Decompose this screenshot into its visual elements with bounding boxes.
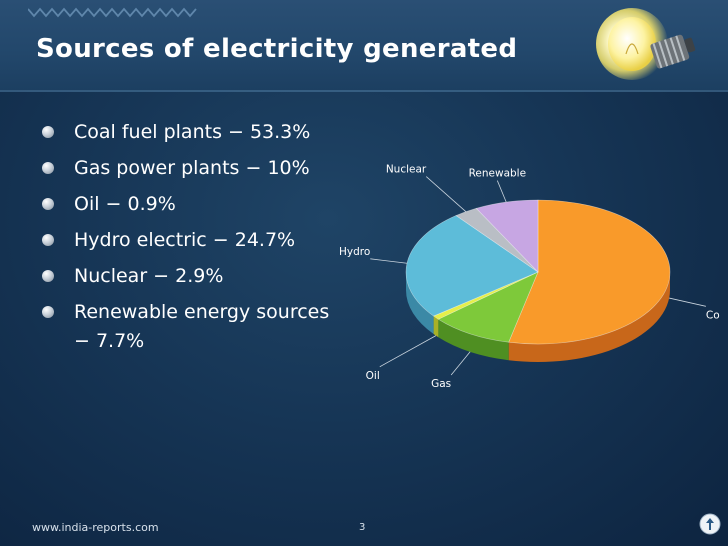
pie-leader-line (379, 335, 437, 368)
pie-slice-side-coal (508, 272, 670, 362)
pie-chart: Coal Gas Oil Hydro Nuclear Renewable (340, 164, 720, 391)
pie-label-gas: Gas (431, 378, 451, 390)
pie-leader-line (496, 180, 507, 203)
pie-slice-side-oil (433, 316, 439, 338)
pie-label-coal: Coal (706, 309, 720, 321)
bullet-text: Hydro electric − 24.7% (74, 229, 296, 251)
pie-slice-renewable (475, 199, 539, 273)
bullet-text: Renewable energy sources − 7.7% (74, 301, 330, 352)
page-number: 3 (359, 522, 366, 533)
bullet-dot-icon (42, 270, 54, 282)
pie-slice-gas (437, 271, 539, 343)
bullet-dot-icon (42, 162, 54, 174)
pie-slice-side-hydro (406, 272, 434, 335)
navigate-up-icon[interactable] (699, 513, 721, 535)
bullet-text: Gas power plants − 10% (74, 157, 310, 179)
pie-label-nuclear: Nuclear (386, 164, 427, 176)
bullet-item: Oil − 0.9% (40, 190, 350, 219)
pie-slice-hydro (405, 215, 539, 317)
bullet-dot-icon (42, 126, 54, 138)
bullet-dot-icon (42, 198, 54, 210)
bullet-text: Coal fuel plants − 53.3% (74, 121, 311, 143)
bullet-item: Renewable energy sources − 7.7% (40, 298, 350, 356)
pie-label-hydro: Hydro (340, 246, 370, 258)
decorative-wave (28, 7, 197, 18)
bullet-item: Hydro electric − 24.7% (40, 226, 350, 255)
footer-url[interactable]: www.india-reports.com (32, 521, 159, 534)
bullet-item: Gas power plants − 10% (40, 154, 350, 183)
light-bulb-icon (596, 8, 696, 80)
bullet-dot-icon (42, 306, 54, 318)
title-divider (0, 90, 728, 92)
pie-label-renewable: Renewable (469, 168, 526, 180)
bullet-text: Nuclear − 2.9% (74, 265, 224, 287)
pie-slice-coal (508, 199, 671, 345)
slide-title: Sources of electricity generated (36, 34, 518, 64)
bullet-list: Coal fuel plants − 53.3% Gas power plant… (40, 118, 350, 363)
pie-leader-line (669, 297, 706, 307)
bullet-dot-icon (42, 234, 54, 246)
pie-leader-line (370, 258, 408, 264)
pie-label-oil: Oil (366, 370, 380, 382)
pie-leader-line (450, 351, 471, 376)
pie-leader-line (425, 176, 467, 212)
bullet-item: Coal fuel plants − 53.3% (40, 118, 350, 147)
pie-slice-side-gas (438, 319, 509, 361)
bullet-item: Nuclear − 2.9% (40, 262, 350, 291)
bullet-text: Oil − 0.9% (74, 193, 176, 215)
